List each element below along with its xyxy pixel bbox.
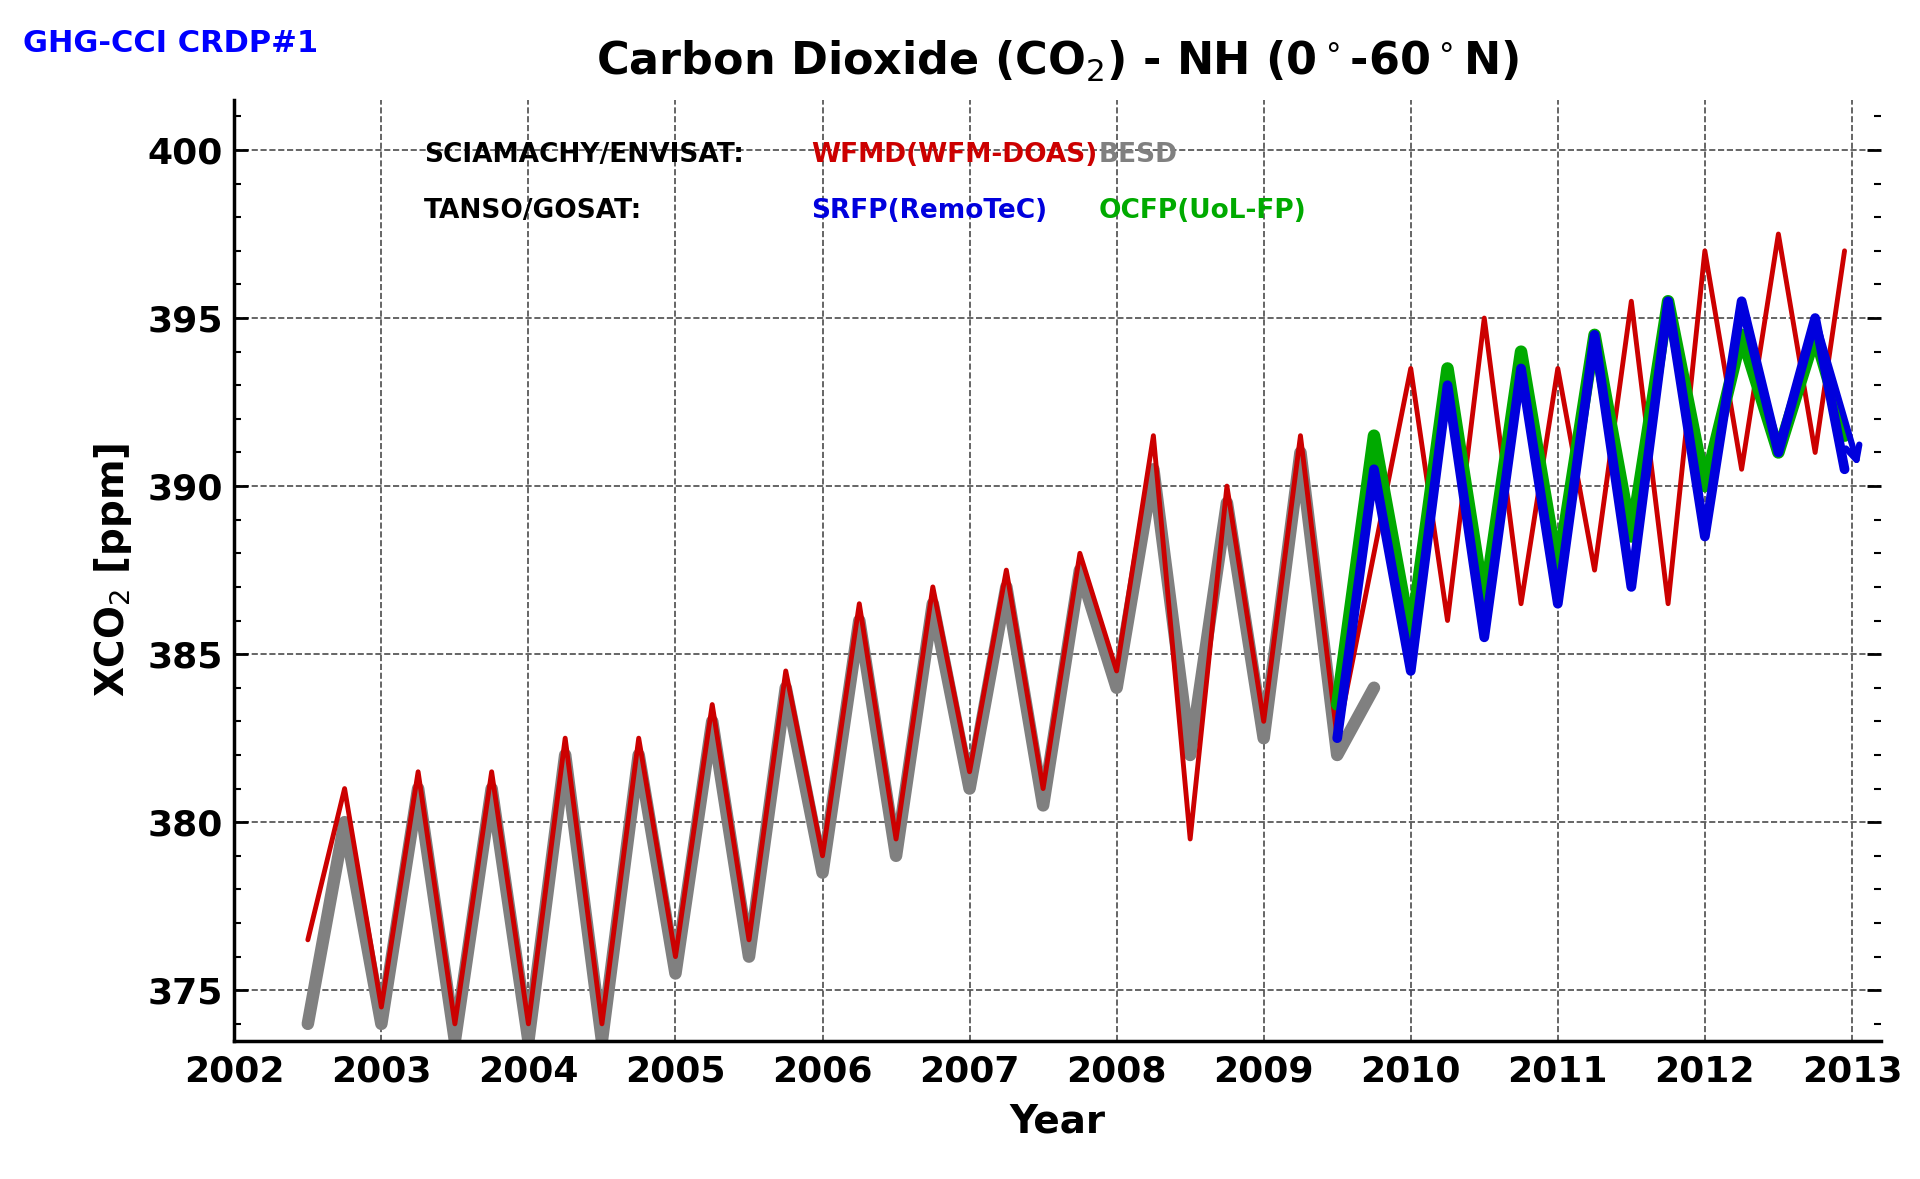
Text: GHG-CCI CRDP#1: GHG-CCI CRDP#1 (23, 29, 319, 59)
Text: WFMD(WFM-DOAS): WFMD(WFM-DOAS) (810, 141, 1096, 167)
Text: SRFP(RemoTeC): SRFP(RemoTeC) (810, 198, 1046, 224)
Text: SCIAMACHY/ENVISAT:: SCIAMACHY/ENVISAT: (424, 141, 743, 167)
Text: BESD: BESD (1098, 141, 1179, 167)
Title: Carbon Dioxide (CO$_2$) - NH (0$^\circ$-60$^\circ$N): Carbon Dioxide (CO$_2$) - NH (0$^\circ$-… (597, 39, 1519, 84)
Y-axis label: XCO$_2$ [ppm]: XCO$_2$ [ppm] (92, 443, 134, 697)
Text: OCFP(UoL-FP): OCFP(UoL-FP) (1098, 198, 1308, 224)
Text: TANSO/GOSAT:: TANSO/GOSAT: (424, 198, 641, 224)
X-axis label: Year: Year (1010, 1102, 1106, 1140)
